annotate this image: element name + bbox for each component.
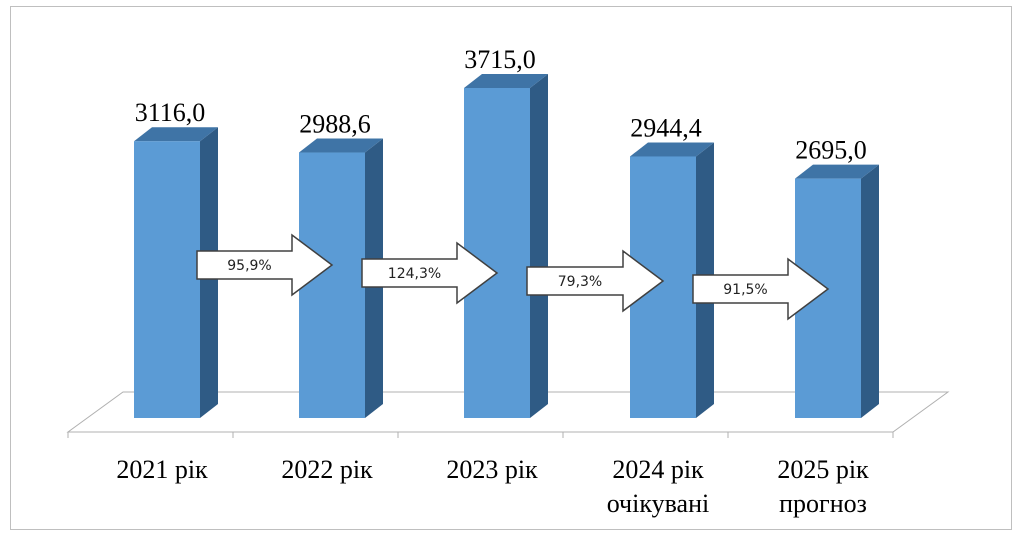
data-label: 2944,4: [630, 113, 702, 142]
data-label: 3715,0: [464, 45, 536, 74]
category-label: 2022 рік: [281, 455, 373, 484]
data-label: 2695,0: [795, 136, 867, 165]
growth-arrow: 124,3%: [361, 241, 499, 305]
data-label: 3116,0: [135, 98, 206, 127]
growth-arrow: 91,5%: [692, 257, 830, 321]
bar-top: [795, 164, 879, 179]
bar-side: [530, 74, 548, 418]
bar-front: [464, 88, 530, 418]
bar: [464, 74, 548, 418]
growth-label: 95,9%: [227, 258, 271, 274]
growth-label: 91,5%: [723, 282, 767, 298]
arrow-shape: [526, 249, 665, 313]
arrow-shape: [692, 257, 830, 321]
data-label: 2988,6: [299, 110, 371, 139]
arrow-shape: [196, 233, 334, 297]
category-label: 2023 рік: [446, 455, 538, 484]
growth-label: 124,3%: [388, 266, 441, 282]
category-label: 2024 рік: [612, 455, 704, 484]
growth-arrow: 95,9%: [196, 233, 334, 297]
arrow-shape: [361, 241, 499, 305]
bar: [299, 138, 383, 418]
category-label: 2021 рік: [116, 455, 208, 484]
bar-top: [299, 138, 383, 153]
bar: [630, 142, 714, 419]
bar-top: [630, 142, 714, 157]
bar-top: [464, 74, 548, 88]
growth-label: 79,3%: [558, 274, 602, 290]
bar-side: [861, 164, 879, 418]
bar-front: [134, 141, 200, 418]
bar-front: [299, 152, 365, 418]
category-label: прогноз: [779, 489, 867, 518]
category-label: очікувані: [607, 489, 710, 518]
growth-arrow: 79,3%: [526, 249, 665, 313]
bar-top: [134, 127, 218, 142]
category-label: 2025 рік: [777, 455, 869, 484]
